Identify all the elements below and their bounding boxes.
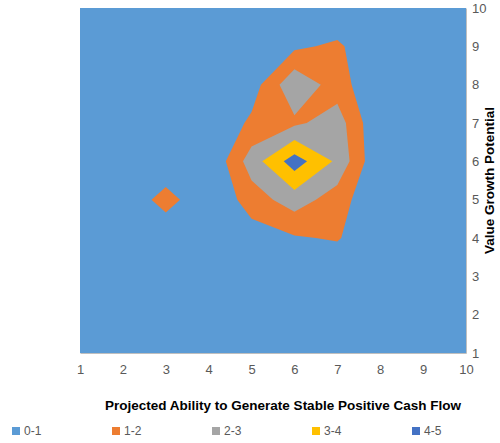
legend-swatch [212, 427, 220, 435]
contour-band [243, 69, 350, 211]
contour-band [80, 8, 466, 353]
x-tick-label: 6 [291, 362, 298, 377]
x-tick-label: 3 [163, 362, 170, 377]
x-tick: 6 [291, 353, 298, 377]
x-tick: 4 [206, 353, 213, 377]
y-tick-label: 2 [472, 307, 479, 322]
y-axis-line [466, 9, 467, 354]
contour-band [284, 154, 307, 171]
x-tick: 5 [248, 353, 255, 377]
y-tick: 2 [466, 307, 479, 322]
legend-swatch [112, 427, 120, 435]
x-axis-title: Projected Ability to Generate Stable Pos… [105, 398, 461, 413]
x-tick-label: 5 [248, 362, 255, 377]
y-tick-label: 10 [472, 1, 486, 16]
x-tick-label: 2 [120, 362, 127, 377]
y-tick-label: 8 [472, 77, 479, 92]
y-tick-label: 9 [472, 39, 479, 54]
plot-area [80, 8, 466, 353]
contour-band [262, 140, 332, 190]
y-tick: 3 [466, 269, 479, 284]
y-tick: 9 [466, 39, 479, 54]
x-tick-label: 9 [420, 362, 427, 377]
contour-band [151, 40, 364, 242]
y-tick: 4 [466, 231, 479, 246]
legend-swatch [312, 427, 320, 435]
y-tick-label: 3 [472, 269, 479, 284]
x-tick: 1 [77, 353, 84, 377]
y-tick-label: 7 [472, 116, 479, 131]
x-tick-label: 10 [459, 362, 473, 377]
legend-label: 3-4 [324, 424, 342, 438]
x-tick: 8 [377, 353, 384, 377]
legend-swatch [412, 427, 420, 435]
legend: 0-1 1-2 2-3 3-4 4-5 [12, 424, 442, 438]
x-tick: 9 [420, 353, 427, 377]
y-tick-label: 6 [472, 154, 479, 169]
x-tick: 2 [120, 353, 127, 377]
y-axis-title: Value Growth Potential [482, 107, 497, 254]
legend-label: 1-2 [124, 424, 142, 438]
y-tick: 8 [466, 77, 479, 92]
chart: 1234567891012345678910Projected Ability … [0, 0, 500, 443]
x-tick-label: 7 [334, 362, 341, 377]
x-tick-label: 4 [206, 362, 213, 377]
legend-label: 0-1 [24, 424, 42, 438]
y-tick: 6 [466, 154, 479, 169]
x-axis-line [81, 353, 467, 354]
y-tick-label: 4 [472, 231, 479, 246]
y-tick: 10 [466, 1, 486, 16]
y-tick-label: 5 [472, 192, 479, 207]
legend-label: 2-3 [224, 424, 242, 438]
legend-label: 4-5 [424, 424, 442, 438]
x-tick-label: 1 [77, 362, 84, 377]
y-tick: 7 [466, 116, 479, 131]
x-tick-label: 8 [377, 362, 384, 377]
x-tick: 3 [163, 353, 170, 377]
y-tick: 5 [466, 192, 479, 207]
x-axis: 1 2 3 4 5 6 7 8 9 10 [77, 353, 474, 377]
y-tick: 1 [466, 346, 479, 361]
y-tick-label: 1 [472, 346, 479, 361]
x-tick: 7 [334, 353, 341, 377]
legend-swatch [12, 427, 20, 435]
